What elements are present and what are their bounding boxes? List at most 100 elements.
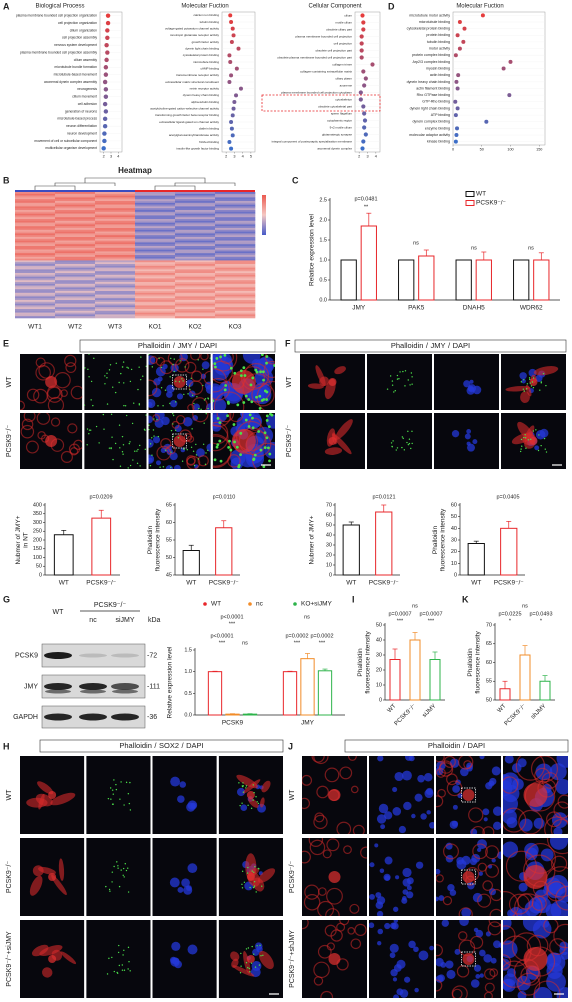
heatmap-cell (55, 294, 96, 297)
term-dot (102, 124, 108, 129)
heatmap-cell (15, 193, 56, 196)
marker (139, 465, 141, 467)
heatmap-cell (215, 301, 256, 304)
marker (128, 961, 130, 963)
term-label: netrin receptor activity (190, 86, 220, 90)
actin (302, 850, 311, 864)
marker (183, 393, 185, 396)
bar (389, 659, 401, 701)
term-label: tubulin binding (200, 20, 220, 24)
plot-frame (452, 11, 546, 146)
heatmap-cell (15, 192, 56, 195)
y-tick-label: 40 (451, 526, 457, 532)
heatmap-cell (95, 213, 136, 216)
term-label: microtubule binding (193, 60, 219, 64)
micrograph (86, 838, 151, 916)
y-axis-label: fluorescence intensity (154, 508, 161, 571)
actin-core (523, 947, 548, 971)
term-dot (105, 13, 111, 18)
actin (200, 354, 209, 361)
heatmap-cell (215, 276, 256, 279)
heatmap-cell (215, 296, 256, 299)
heatmap-cell (135, 222, 176, 225)
heatmap-cell (215, 282, 256, 285)
blot-band (112, 689, 138, 694)
annotation: p=0.0007 (419, 611, 442, 617)
term-dot (238, 86, 243, 91)
heatmap-cell (175, 253, 216, 256)
marker (170, 466, 172, 469)
marker (117, 865, 119, 867)
actin (60, 951, 77, 965)
nucleus (380, 824, 386, 830)
micrograph (84, 354, 147, 410)
marker (258, 394, 262, 398)
marker (240, 965, 242, 967)
actin (354, 923, 367, 937)
marker (203, 399, 206, 401)
marker (127, 467, 129, 469)
actin (332, 433, 352, 455)
nucleus (491, 766, 501, 776)
header-box (294, 339, 567, 353)
marker (218, 439, 222, 443)
heatmap-cell (135, 282, 176, 285)
marker (257, 867, 259, 870)
marker (123, 382, 125, 384)
x-tick-label: PCSK9⁻/⁻ (86, 580, 117, 587)
x-tick-label: PCSK9⁻/⁻ (394, 703, 418, 727)
actin (436, 979, 443, 992)
marker (108, 369, 111, 371)
marker (393, 391, 395, 393)
heatmap-cell (95, 303, 136, 306)
micrograph-bg (152, 838, 217, 916)
heatmap-cell (95, 280, 136, 283)
nucleus (379, 868, 385, 873)
marker (207, 449, 209, 452)
term-label: cytoskeleton (335, 97, 352, 101)
heatmap-cell (135, 305, 176, 308)
heatmap-cell (135, 265, 176, 268)
heatmap-cell (135, 300, 176, 303)
term-dot (507, 93, 512, 98)
heatmap-cell (95, 238, 136, 241)
heatmap-cell (15, 206, 56, 209)
actin (73, 439, 83, 451)
y-tick-label: 45 (166, 572, 172, 578)
nucleus (201, 361, 210, 370)
legend-label: KO+siJMY (301, 601, 333, 608)
term-dot (105, 28, 110, 33)
actin (39, 945, 63, 957)
heatmap-cell (15, 217, 56, 220)
nucleus (403, 801, 412, 811)
blot-group: PCSK9⁻/⁻ (94, 602, 127, 609)
actin-core (462, 953, 475, 965)
heatmap-cell (175, 206, 216, 209)
heatmap-cell (95, 307, 136, 310)
marker (246, 872, 249, 874)
actin (443, 843, 459, 860)
actin (60, 450, 73, 464)
heatmap-cell (15, 199, 56, 202)
term-label: transmembrane receptor activity (176, 73, 219, 77)
marker (130, 368, 133, 371)
heatmap-cell (95, 222, 136, 225)
marker (253, 953, 255, 955)
heatmap-cell (215, 192, 256, 195)
nucleus (401, 770, 412, 781)
heatmap-cell (55, 246, 96, 249)
heatmap-cell (175, 314, 216, 317)
nucleus (506, 817, 518, 828)
row-label: WT (6, 376, 13, 388)
panel-label: K (462, 594, 469, 604)
y-axis-label: Phalloidin (147, 526, 154, 555)
heatmap-cell (135, 271, 176, 274)
heatmap-cell (55, 276, 96, 279)
bar (429, 659, 441, 701)
actin-core (462, 789, 475, 801)
heatmap-cell (15, 285, 56, 288)
heatmap-cell (95, 237, 136, 240)
term-label: cilium movement (72, 95, 97, 99)
marker (255, 796, 257, 798)
marker (213, 458, 217, 462)
